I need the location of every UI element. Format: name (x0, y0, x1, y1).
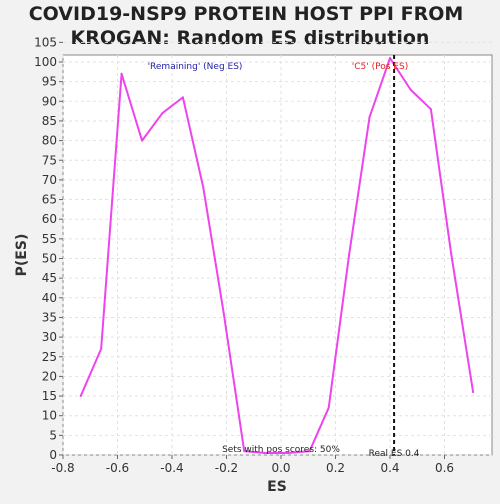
data-point (100, 347, 103, 350)
y-tick-label: 40 (42, 291, 57, 305)
data-point (120, 72, 123, 75)
y-axis-label: P(ES) (14, 234, 30, 277)
x-tick-label: 0.6 (435, 461, 454, 475)
y-tick-label: 0 (49, 448, 57, 462)
y-tick-label: 25 (42, 350, 57, 364)
data-point (181, 96, 184, 99)
data-point (348, 253, 351, 256)
y-tick-label: 55 (42, 232, 57, 246)
series-line (79, 57, 475, 455)
x-axis-label: ES (267, 479, 287, 495)
data-point (429, 108, 432, 111)
y-tick-label: 90 (42, 94, 57, 108)
data-point (243, 450, 246, 453)
neg-es-label: 'Remaining' (Neg ES) (148, 62, 243, 72)
plot-area (62, 54, 493, 456)
data-point (286, 452, 289, 455)
pos-es-label: 'C5' (Pos ES) (352, 62, 408, 72)
y-tick-label: 20 (42, 369, 57, 383)
sets-with-pos-scores-label: Sets with pos scores: 50% (222, 445, 340, 455)
data-point (327, 406, 330, 409)
data-point (79, 395, 82, 398)
x-axis-ticks: -0.8 -0.6 -0.4 -0.2 0.0 0.2 0.4 0.6 (51, 455, 454, 475)
y-tick-label: 70 (42, 173, 57, 187)
y-axis-ticks: 0 5 10 15 20 25 30 35 40 45 50 55 60 65 70 75 80 85 90 95 10… (34, 35, 63, 462)
series-layer (79, 57, 475, 455)
real-es-label: Real ES 0.4 (369, 449, 420, 459)
y-tick-label: 10 (42, 409, 57, 423)
y-tick-label: 5 (49, 428, 57, 442)
data-point (222, 312, 225, 315)
data-point (450, 253, 453, 256)
x-tick-label: -0.8 (51, 461, 74, 475)
annotations: 'Remaining' (Neg ES) 'C5' (Pos ES) Sets wi… (148, 55, 420, 459)
y-tick-label: 65 (42, 193, 57, 207)
data-point (308, 450, 311, 453)
x-tick-label: -0.2 (215, 461, 238, 475)
x-tick-label: -0.6 (106, 461, 129, 475)
y-tick-label: 50 (42, 252, 57, 266)
y-tick-label: 15 (42, 389, 57, 403)
x-tick-label: 0.0 (271, 461, 290, 475)
y-tick-label: 85 (42, 114, 57, 128)
y-tick-label: 80 (42, 134, 57, 148)
x-tick-label: 0.4 (380, 461, 399, 475)
y-tick-label: 60 (42, 212, 57, 226)
y-tick-label: 95 (42, 75, 57, 89)
data-point (202, 186, 205, 189)
y-tick-label: 75 (42, 153, 57, 167)
data-point (368, 116, 371, 119)
data-point (141, 139, 144, 142)
data-point (409, 88, 412, 91)
x-tick-label: -0.4 (160, 461, 183, 475)
y-tick-label: 105 (34, 35, 57, 49)
y-tick-label: 35 (42, 310, 57, 324)
data-point (472, 391, 475, 394)
x-tick-label: 0.2 (326, 461, 345, 475)
y-tick-label: 45 (42, 271, 57, 285)
y-tick-label: 100 (34, 55, 57, 69)
chart-title-line-1: COVID19-NSP9 PROTEIN HOST PPI FROM (29, 3, 464, 25)
y-tick-label: 30 (42, 330, 57, 344)
data-point (389, 57, 391, 60)
chart-title-line-2: KROGAN: Random ES distribution (71, 27, 430, 49)
data-point (263, 452, 266, 455)
data-point (161, 112, 164, 115)
